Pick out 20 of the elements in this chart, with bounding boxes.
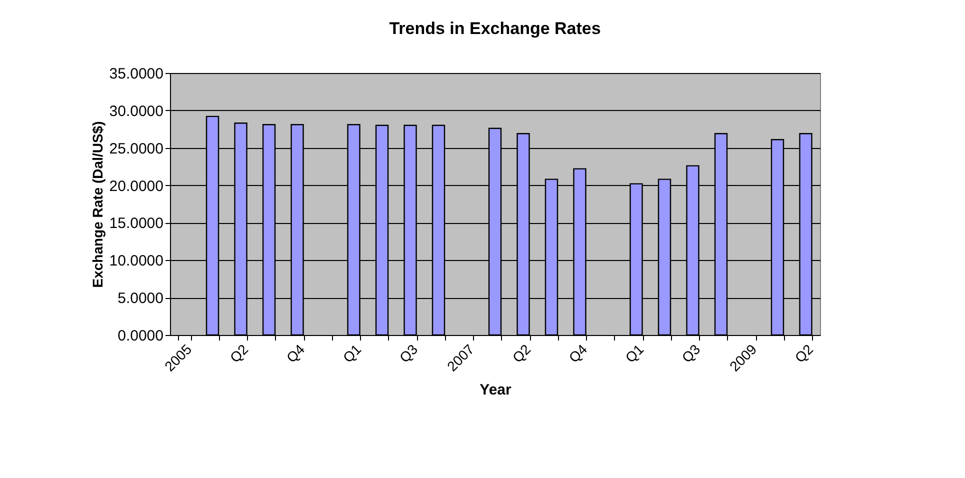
y-tick-label: 10.0000 <box>109 252 164 270</box>
x-tick-label: Q3 <box>396 340 421 366</box>
y-tick-label: 25.0000 <box>109 140 164 158</box>
x-tick-label: Q1 <box>340 340 364 366</box>
x-tick-label: Q1 <box>622 340 647 366</box>
x-tick-label: Q4 <box>283 340 308 366</box>
x-tick-label: Q4 <box>566 340 590 366</box>
x-tick-label: Q2 <box>509 340 534 366</box>
x-axis-title: Year <box>480 381 512 398</box>
chart-title: Trends in Exchange Rates <box>389 19 601 38</box>
y-tick-label: 35.0000 <box>109 66 164 82</box>
x-tick-label: Q3 <box>678 340 704 366</box>
y-tick-label: 30.0000 <box>109 102 164 120</box>
y-tick-label: 20.0000 <box>109 178 164 195</box>
y-tick-label: 0.0000 <box>118 328 164 344</box>
y-tick-label: 5.0000 <box>118 290 164 308</box>
x-tick-label: Q2 <box>226 340 252 366</box>
y-axis-title: Exchange Rate (Dal/US$) <box>89 121 106 288</box>
x-tick-label: Q2 <box>792 340 816 366</box>
y-tick-label: 15.0000 <box>109 215 164 232</box>
